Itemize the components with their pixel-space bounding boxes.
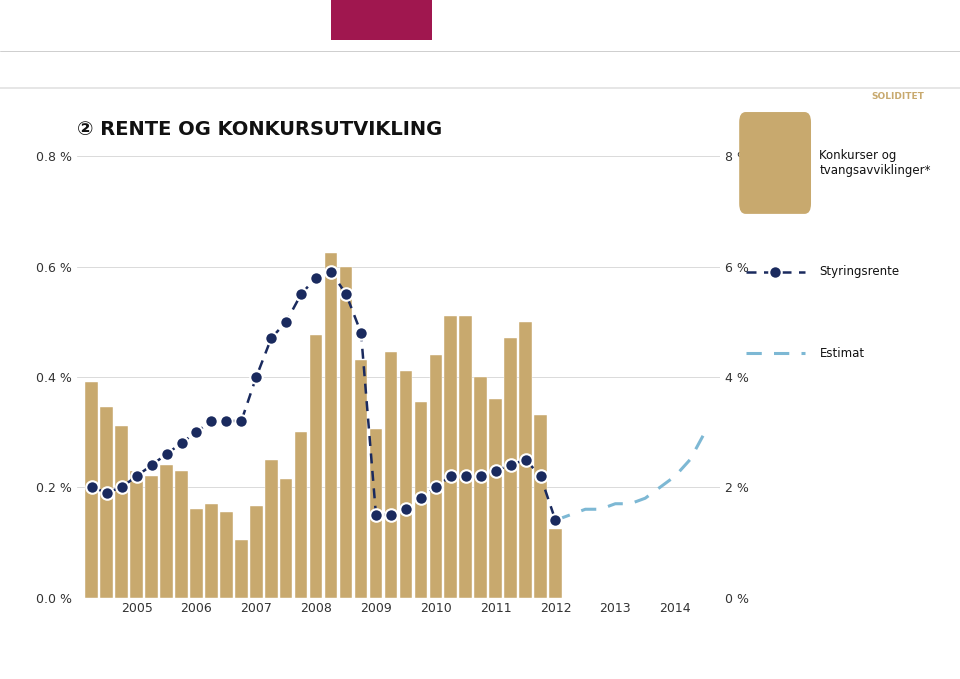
Bar xyxy=(235,540,248,598)
Text: BRANSJE-
ANALYSE: BRANSJE- ANALYSE xyxy=(427,61,463,74)
Bar xyxy=(474,377,487,598)
Bar xyxy=(549,528,562,598)
Bar xyxy=(429,354,442,598)
Bar xyxy=(250,507,263,598)
Bar xyxy=(160,465,173,598)
Bar xyxy=(265,460,277,598)
Text: KONKURSER OG
TVANGSAVVIKLINGER: KONKURSER OG TVANGSAVVIKLINGER xyxy=(302,61,383,74)
Bar xyxy=(415,402,427,598)
Text: Neste side »: Neste side » xyxy=(509,652,573,662)
Bar xyxy=(145,476,157,598)
FancyBboxPatch shape xyxy=(739,112,811,214)
Bar xyxy=(324,253,337,598)
Text: Konkurser og
tvangsavviklinger*: Konkurser og tvangsavviklinger* xyxy=(820,149,931,177)
Text: KREDITTVERDIGHET: KREDITTVERDIGHET xyxy=(10,65,85,71)
Text: Kontakt: Kontakt xyxy=(571,25,606,34)
Text: Næringsdrivende: Næringsdrivende xyxy=(456,25,535,34)
Bar xyxy=(370,429,382,598)
Text: KREDITTVERDIGHET: KREDITTVERDIGHET xyxy=(10,94,88,100)
Text: ② RENTE OG KONKURSUTVIKLING: ② RENTE OG KONKURSUTVIKLING xyxy=(77,120,442,139)
Text: Styringsrente: Styringsrente xyxy=(820,265,900,278)
Text: INKASSOSAKER: INKASSOSAKER xyxy=(110,65,168,71)
Text: Lindorffanalysen: Lindorffanalysen xyxy=(67,25,143,34)
Text: Person: Person xyxy=(293,25,324,34)
Text: Kvartalets trender: Kvartalets trender xyxy=(182,25,265,34)
Bar xyxy=(504,338,516,598)
Bar xyxy=(131,471,143,598)
Text: LINDORFF: LINDORFF xyxy=(842,12,944,30)
Text: Side 17 av 27: Side 17 av 27 xyxy=(29,652,100,662)
Bar xyxy=(310,335,323,598)
Bar xyxy=(444,316,457,598)
Bar xyxy=(176,471,188,598)
Text: Aksjeselskap: Aksjeselskap xyxy=(370,25,428,34)
Text: « Til innholdsfortegnelsen: « Til innholdsfortegnelsen xyxy=(715,65,812,71)
Bar xyxy=(519,322,532,598)
Text: Estimat: Estimat xyxy=(820,346,865,360)
Bar xyxy=(205,504,218,598)
Bar xyxy=(340,266,352,598)
Bar xyxy=(460,316,472,598)
Bar xyxy=(295,432,307,598)
Bar xyxy=(190,509,203,598)
Bar xyxy=(534,416,547,598)
Bar xyxy=(85,382,98,598)
Text: www.lindorff.no: www.lindorff.no xyxy=(851,652,931,662)
Text: BRANSJEANALYSE
(FORTS.): BRANSJEANALYSE (FORTS.) xyxy=(494,61,560,74)
Text: « Forrige side: « Forrige side xyxy=(380,652,451,662)
Bar xyxy=(280,479,293,598)
Bar xyxy=(220,512,232,598)
Text: BETALINGS-
ANMERKNINGER: BETALINGS- ANMERKNINGER xyxy=(202,61,263,74)
Bar xyxy=(490,399,502,598)
Bar xyxy=(101,407,113,598)
Bar xyxy=(385,352,397,598)
Bar xyxy=(115,426,128,598)
Text: SOLIDITET: SOLIDITET xyxy=(871,92,924,101)
Text: BETALINGSMORAL: BETALINGSMORAL xyxy=(610,65,678,71)
Bar xyxy=(331,0,432,40)
Bar xyxy=(355,361,368,598)
Bar xyxy=(399,371,412,598)
